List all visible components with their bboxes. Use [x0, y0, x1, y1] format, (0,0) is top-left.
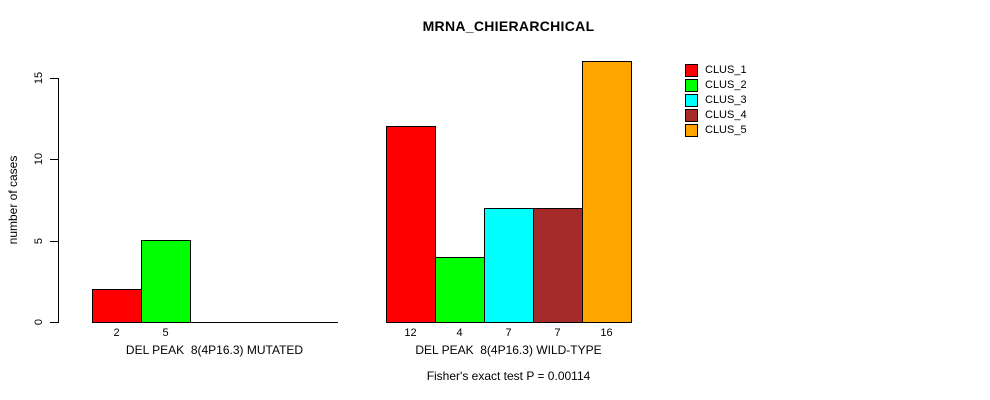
legend-swatch-icon — [685, 109, 698, 122]
bar-value-label: 2 — [113, 327, 120, 339]
y-axis-tick-label: 15 — [33, 71, 45, 85]
legend-swatch-icon — [685, 124, 698, 137]
legend-swatch-icon — [685, 79, 698, 92]
legend-label: CLUS_5 — [705, 124, 747, 136]
bar-clus_2 — [141, 240, 191, 323]
chart-annotation: Fisher's exact test P = 0.00114 — [426, 369, 591, 383]
legend-item-clus_2: CLUS_2 — [685, 79, 747, 92]
y-axis-tick — [50, 241, 58, 242]
y-axis-tick-label: 10 — [33, 152, 45, 166]
x-axis-baseline — [92, 322, 338, 323]
legend-item-clus_3: CLUS_3 — [685, 94, 747, 107]
y-axis-label: number of cases — [6, 155, 20, 245]
bar-value-label: 16 — [600, 327, 613, 339]
bar-clus_2 — [435, 257, 485, 323]
legend-swatch-icon — [685, 94, 698, 107]
bar-clus_1 — [92, 289, 142, 323]
y-axis-tick — [50, 159, 58, 160]
legend-item-clus_4: CLUS_4 — [685, 109, 747, 122]
legend-label: CLUS_1 — [705, 64, 747, 76]
legend: CLUS_1 CLUS_2 CLUS_3 CLUS_4 CLUS_5 — [685, 64, 747, 139]
legend-item-clus_5: CLUS_5 — [685, 124, 747, 137]
legend-label: CLUS_2 — [705, 79, 747, 91]
bar-value-label: 7 — [554, 327, 561, 339]
y-axis-line — [58, 78, 59, 323]
x-axis-group-label: DEL PEAK 8(4P16.3) WILD-TYPE — [415, 343, 602, 357]
legend-label: CLUS_4 — [705, 109, 747, 121]
y-axis-tick-label: 0 — [33, 318, 45, 326]
legend-item-clus_1: CLUS_1 — [685, 64, 747, 77]
x-axis-group-label: DEL PEAK 8(4P16.3) MUTATED — [125, 343, 304, 357]
bar-value-label: 7 — [505, 327, 512, 339]
y-axis-tick-label: 5 — [33, 237, 45, 245]
bar-value-label: 12 — [404, 327, 417, 339]
bar-clus_5 — [582, 61, 632, 323]
legend-label: CLUS_3 — [705, 94, 747, 106]
legend-swatch-icon — [685, 64, 698, 77]
bar-value-label: 5 — [162, 327, 169, 339]
chart-title: MRNA_CHIERARCHICAL — [422, 18, 595, 34]
bar-clus_1 — [386, 126, 436, 323]
bar-value-label: 4 — [456, 327, 463, 339]
bar-clus_3 — [484, 208, 534, 323]
bar-clus_4 — [533, 208, 583, 323]
y-axis-tick — [50, 78, 58, 79]
y-axis-tick — [50, 322, 58, 323]
